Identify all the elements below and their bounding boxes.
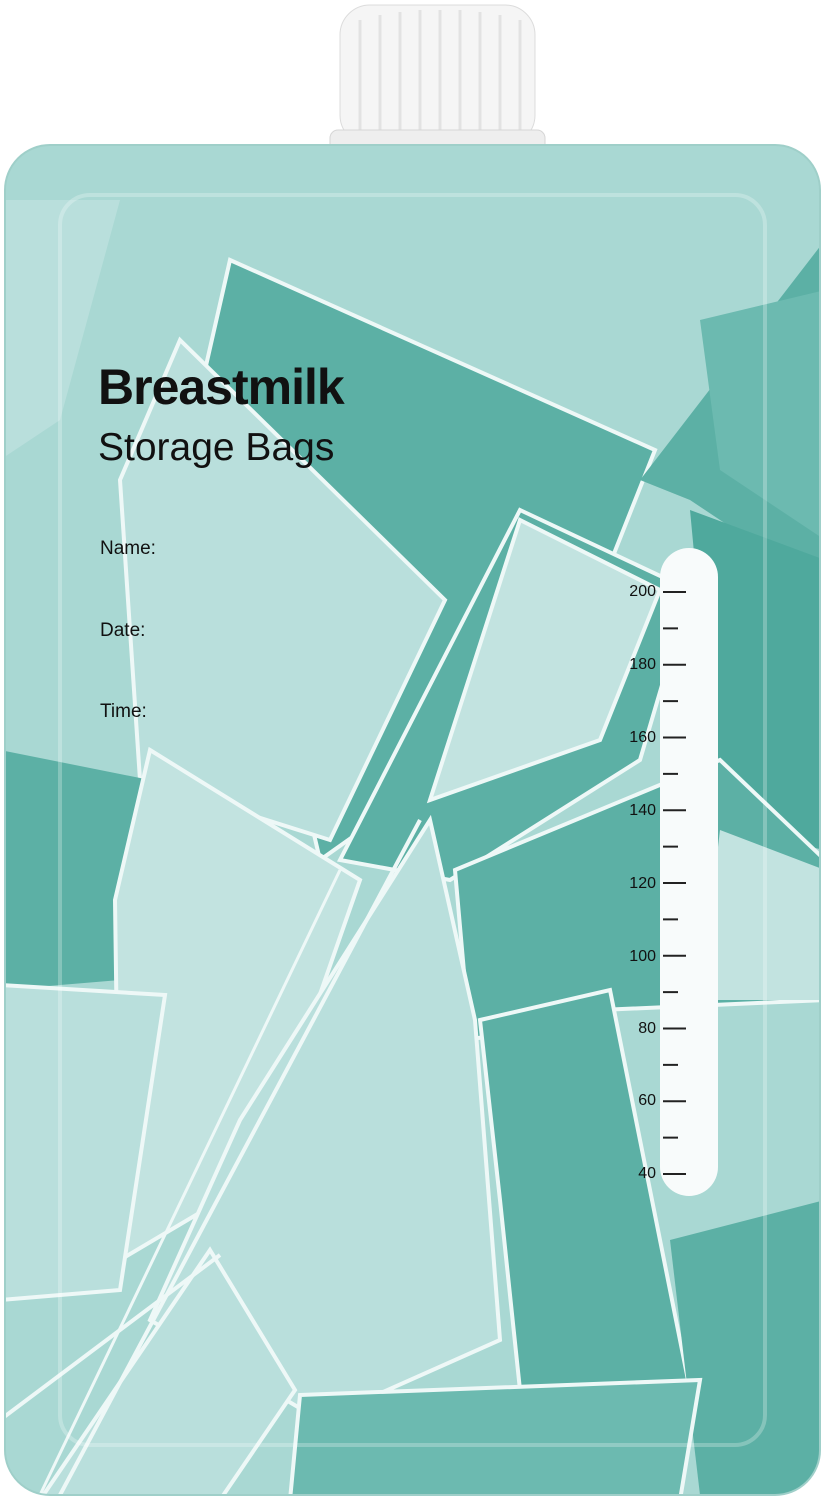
scale-label-160: 160 bbox=[629, 729, 656, 746]
scale-label-100: 100 bbox=[629, 948, 656, 965]
scale-label-180: 180 bbox=[629, 656, 656, 673]
time-field-label: Time: bbox=[100, 701, 147, 722]
product-subtitle: Storage Bags bbox=[98, 426, 335, 469]
scale-label-60: 60 bbox=[638, 1092, 656, 1109]
scale-label-40: 40 bbox=[638, 1165, 656, 1182]
scale-label-120: 120 bbox=[629, 875, 656, 892]
date-field-label: Date: bbox=[100, 620, 146, 641]
scale-label-140: 140 bbox=[629, 802, 656, 819]
scale-label-200: 200 bbox=[629, 583, 656, 600]
scale-ticks bbox=[663, 591, 686, 1175]
bag-body bbox=[5, 145, 820, 1495]
product-title: Breastmilk bbox=[98, 359, 345, 415]
name-field-label: Name: bbox=[100, 538, 156, 559]
measuring-window bbox=[660, 548, 718, 1196]
scale-label-80: 80 bbox=[638, 1020, 656, 1037]
